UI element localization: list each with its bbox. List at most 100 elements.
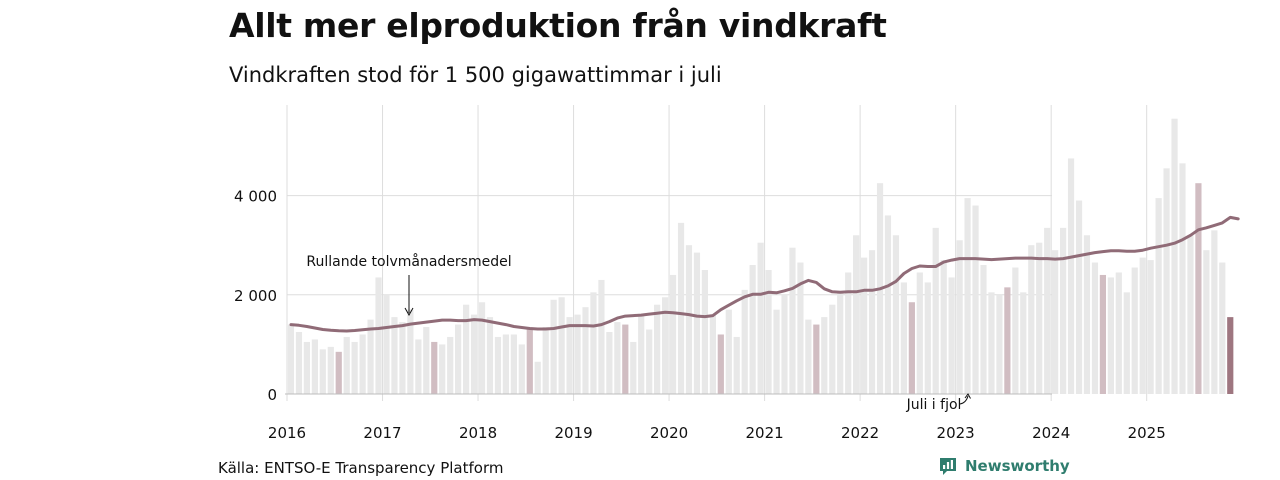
bar <box>423 327 430 394</box>
bar <box>1107 277 1114 394</box>
bar <box>391 317 398 394</box>
bar-july <box>1004 287 1011 394</box>
x-tick-label: 2025 <box>1128 424 1166 442</box>
brand-name: Newsworthy <box>965 457 1070 475</box>
bar <box>662 297 669 394</box>
bar <box>542 327 549 394</box>
annotation-july-last-year-label: Juli i fjol <box>906 397 962 413</box>
annotation-rolling-average-arrowhead <box>404 307 414 317</box>
bar <box>1123 292 1130 394</box>
bar <box>988 292 995 394</box>
bar <box>1075 200 1083 394</box>
annotation-rolling-average-label: Rullande tolvmånadersmedel <box>306 253 511 270</box>
bar <box>343 336 350 394</box>
bar <box>725 309 732 394</box>
bar <box>383 294 390 394</box>
bar <box>789 247 796 394</box>
bar <box>447 336 454 394</box>
bar <box>287 324 295 394</box>
x-tick-label: 2022 <box>841 424 879 442</box>
bar <box>1171 118 1178 394</box>
source-note: Källa: ENTSO-E Transparency Platform <box>218 459 504 477</box>
bar <box>351 341 358 394</box>
bar <box>741 289 748 394</box>
bar <box>1067 158 1075 394</box>
bar-july <box>622 324 629 394</box>
y-tick-label: 0 <box>267 386 277 404</box>
bar <box>550 299 557 394</box>
bar <box>749 265 756 394</box>
bar <box>1060 227 1067 394</box>
bar <box>964 198 971 394</box>
bar-july <box>526 329 533 394</box>
bar <box>1211 230 1218 394</box>
bar <box>1187 235 1194 394</box>
bar <box>709 314 716 394</box>
bar <box>892 235 900 394</box>
bar <box>773 309 780 394</box>
bar <box>868 250 876 394</box>
bar-july <box>335 351 342 394</box>
bar <box>1219 262 1226 394</box>
bar <box>1044 227 1051 394</box>
bar <box>470 314 478 394</box>
bar <box>1147 260 1154 394</box>
bar <box>948 277 955 394</box>
bar <box>956 240 963 394</box>
bar-july <box>1195 183 1202 394</box>
bar <box>630 341 637 394</box>
bar <box>558 297 565 394</box>
gridlines <box>286 105 1148 401</box>
newsworthy-logo-icon <box>940 458 956 475</box>
bar <box>1052 250 1059 394</box>
bar <box>1083 235 1091 394</box>
x-tick-label: 2023 <box>937 424 975 442</box>
bar <box>765 270 772 394</box>
bar <box>439 344 446 394</box>
chart-subtitle: Vindkraften stod för 1 500 gigawattimmar… <box>229 63 722 87</box>
bar <box>861 257 868 394</box>
bar-july <box>717 334 724 394</box>
bars <box>287 118 1234 394</box>
chart-title: Allt mer elproduktion från vindkraft <box>229 6 887 45</box>
bar <box>829 304 836 394</box>
x-tick-label: 2016 <box>268 424 306 442</box>
bar <box>478 302 486 394</box>
bar-july <box>908 302 915 394</box>
bar <box>980 265 987 394</box>
rolling-average-line <box>289 215 1240 333</box>
bar <box>733 336 740 394</box>
x-tick-label: 2020 <box>650 424 688 442</box>
bar <box>502 334 509 394</box>
bar <box>598 279 605 394</box>
bar <box>455 324 462 394</box>
bar <box>884 215 892 394</box>
axes: 0 2 000 4 000 2016 2017 2018 2019 2020 2021 2022 2… <box>234 188 1166 442</box>
bar <box>701 270 708 394</box>
bar <box>972 205 979 394</box>
bar <box>805 319 812 394</box>
bar <box>1131 267 1138 394</box>
bar <box>932 227 939 394</box>
bar <box>1028 245 1035 394</box>
bar <box>853 235 860 394</box>
bar <box>1203 250 1210 394</box>
x-tick-label: 2024 <box>1032 424 1070 442</box>
x-tick-label: 2018 <box>459 424 497 442</box>
bar <box>781 294 788 394</box>
bar <box>693 252 701 394</box>
x-tick-label: 2021 <box>746 424 784 442</box>
bar <box>486 317 494 394</box>
bar <box>582 307 589 394</box>
bar <box>359 334 366 394</box>
annotation-july-last-year-arrow <box>959 395 969 405</box>
bar <box>574 314 581 394</box>
annotation-july-last-year-arrowhead <box>964 393 971 399</box>
bar-july <box>813 324 820 394</box>
bar <box>614 322 621 394</box>
bar <box>821 317 828 394</box>
bar <box>1179 163 1186 394</box>
bar <box>494 336 502 394</box>
bar <box>590 292 597 394</box>
